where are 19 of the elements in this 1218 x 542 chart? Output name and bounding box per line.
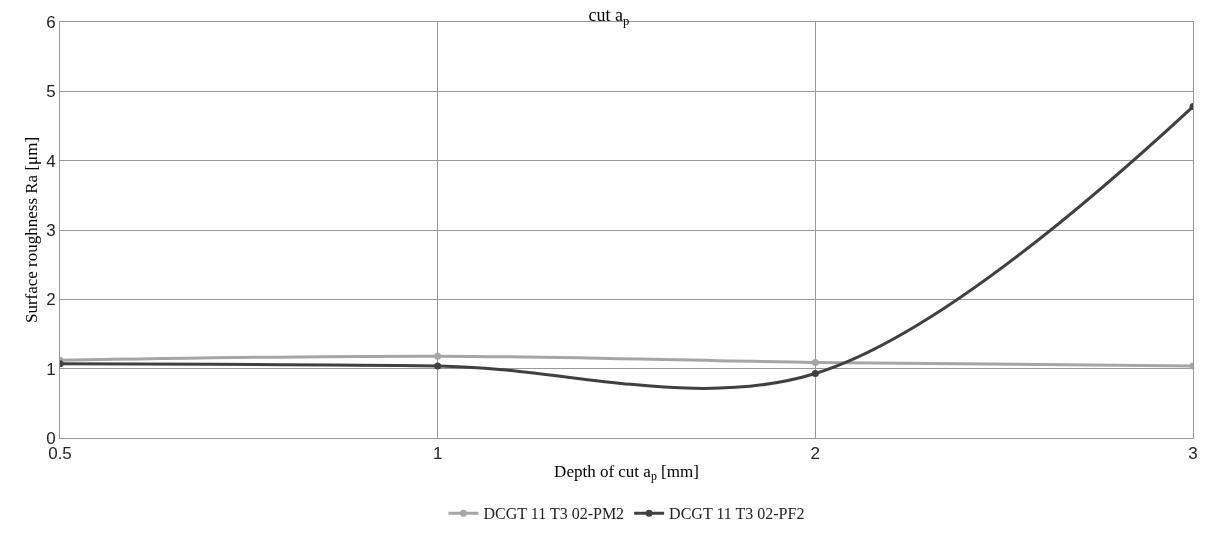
x-axis-title: Depth of cut a$_{p}$ [mm] bbox=[554, 461, 699, 484]
y-tick-label: 4 bbox=[46, 151, 56, 171]
y-tick-label: 5 bbox=[46, 82, 56, 102]
point bbox=[811, 370, 819, 378]
y-tick-label: 6 bbox=[46, 12, 56, 32]
point bbox=[434, 352, 442, 360]
legend-label: DCGT 11 T3 02-PM2 bbox=[483, 505, 625, 523]
x-tick-label: 3 bbox=[1188, 444, 1198, 464]
x-tick-label: 1 bbox=[432, 444, 443, 464]
y-tick-label: 3 bbox=[46, 220, 56, 240]
x-tick-label: 2 bbox=[810, 444, 821, 464]
y-tick-label: 2 bbox=[46, 290, 56, 310]
line-series bbox=[60, 352, 1193, 370]
point bbox=[811, 358, 819, 366]
y-axis-title: Surface roughness Ra [μm] bbox=[21, 136, 41, 324]
point bbox=[434, 362, 442, 370]
y-tick-label: 1 bbox=[46, 359, 56, 379]
chart-title: cut a$_{p}$ bbox=[588, 4, 630, 28]
legend-label: DCGT 11 T3 02-PF2 bbox=[669, 505, 805, 523]
